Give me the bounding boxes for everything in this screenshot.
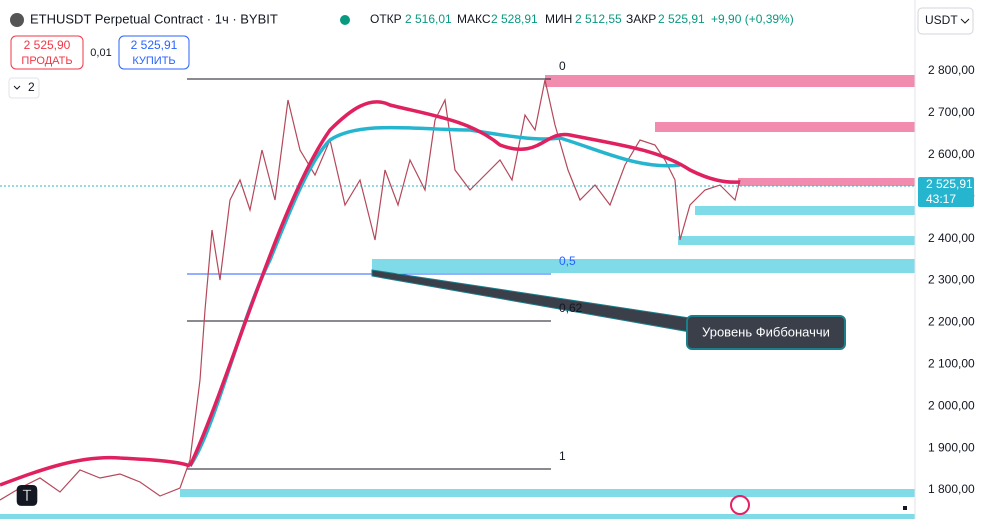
fib-label: 0 — [559, 59, 566, 73]
close-label: ЗАКР — [626, 12, 656, 26]
news-icon[interactable] — [730, 495, 750, 515]
change: +9,90 (+0,39%) — [711, 12, 794, 26]
fib-lines — [187, 78, 551, 470]
annotation: Уровень Фиббоначчи — [702, 324, 830, 339]
fib-label: 0,62 — [559, 301, 583, 315]
currency-select[interactable] — [917, 7, 974, 35]
low: 2 512,55 — [575, 12, 622, 26]
low-label: МИН — [545, 12, 572, 26]
price-tick-label: 2 200,00 — [928, 315, 975, 329]
spread: 0,01 — [90, 47, 111, 59]
toggle-icon — [13, 85, 21, 90]
indicators-toggle[interactable] — [8, 77, 40, 99]
last-price-tag — [918, 177, 974, 207]
price-tick-label: 2 100,00 — [928, 356, 975, 370]
open: 2 516,01 — [405, 12, 452, 26]
fib-label: 0,5 — [559, 254, 576, 268]
buy-button[interactable] — [118, 35, 190, 70]
callout-box — [686, 315, 846, 350]
price-tick-label: 1 900,00 — [928, 440, 975, 454]
high-label: МАКС — [457, 12, 491, 26]
countdown: 43:17 — [926, 192, 956, 206]
sell-price[interactable]: 2 525,90 — [24, 38, 71, 52]
sell-button[interactable] — [10, 35, 84, 70]
price-tick-label: 1 800,00 — [928, 482, 975, 496]
price-axis: 2 800,002 700,002 600,002 500,002 400,00… — [928, 63, 975, 496]
price-tick-label: 2 000,00 — [928, 398, 975, 412]
buy-price[interactable]: 2 525,91 — [131, 38, 178, 52]
price-tick-label: 2 800,00 — [928, 63, 975, 77]
status-dot — [340, 15, 350, 25]
moving-average-fast — [0, 100, 741, 487]
close: 2 525,91 — [658, 12, 705, 26]
price-tick-label: 2 300,00 — [928, 273, 975, 287]
dropdown-icon — [960, 18, 970, 24]
sell-label[interactable]: ПРОДАТЬ — [21, 55, 72, 67]
price-tick-label: 2 600,00 — [928, 147, 975, 161]
tv-logo: 🆃 — [16, 484, 38, 509]
high: 2 528,91 — [491, 12, 538, 26]
symbol-logo — [10, 13, 24, 27]
price-tick-label: 2 400,00 — [928, 231, 975, 245]
corner-dot — [903, 506, 907, 510]
last-price: 2 525,91 — [926, 177, 973, 191]
fib-label: 1 — [559, 449, 566, 463]
open-label: ОТКР — [370, 12, 402, 26]
price-tick-label: 2 700,00 — [928, 105, 975, 119]
buy-label[interactable]: КУПИТЬ — [132, 55, 175, 67]
zones — [0, 75, 915, 519]
symbol[interactable]: ETHUSDT Perpetual Contract · 1ч · BYBIT — [30, 11, 278, 26]
currency[interactable]: USDT — [925, 13, 958, 27]
indicators-count[interactable]: 2 — [28, 80, 35, 94]
